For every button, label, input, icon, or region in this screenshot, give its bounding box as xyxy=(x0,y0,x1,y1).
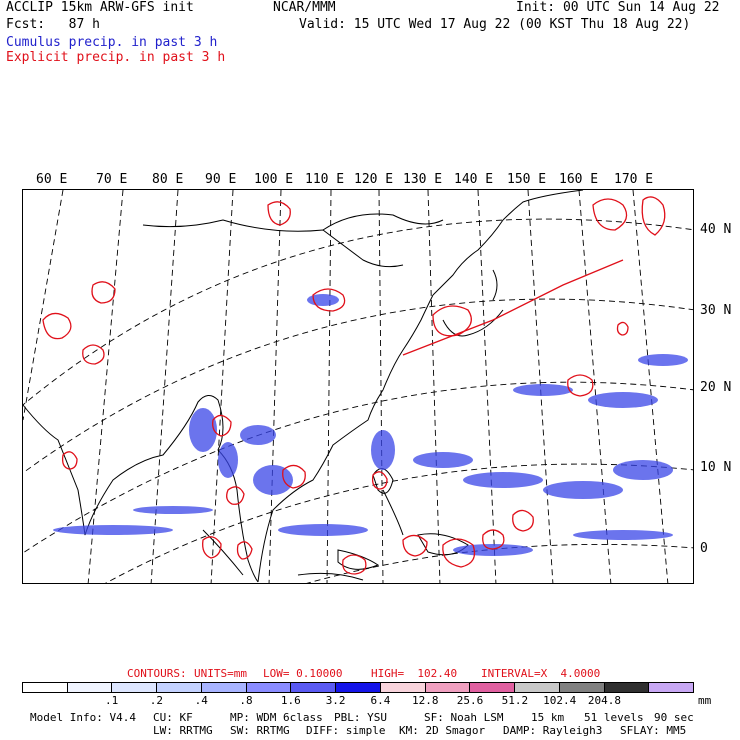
colorbar-tick-label: 3.2 xyxy=(325,694,346,707)
lon-label: 70 E xyxy=(96,172,128,187)
footer-damp: DAMP: Rayleigh3 xyxy=(503,724,603,737)
cumulus-precip xyxy=(53,294,688,556)
footer-lw: LW: RRTMG xyxy=(153,724,213,737)
colorbar-tick-label: .8 xyxy=(239,694,253,707)
lat-label: 10 N xyxy=(700,460,732,475)
footer-pbl: PBL: YSU xyxy=(334,711,387,724)
lat-label: 20 N xyxy=(700,380,732,395)
lat-label: 30 N xyxy=(700,303,732,318)
colorbar-swatch xyxy=(515,683,560,692)
colorbar-tick-label: 1.6 xyxy=(280,694,301,707)
units-label: UNITS=mm xyxy=(194,667,247,680)
footer-mp: MP: WDM 6class xyxy=(230,711,323,724)
colorbar-tick-label: 25.6 xyxy=(456,694,484,707)
init-time: Init: 00 UTC Sun 14 Aug 22 xyxy=(516,0,720,15)
lon-label: 120 E xyxy=(354,172,394,187)
colorbar-swatch xyxy=(67,683,113,692)
legend-explicit: Explicit precip. in past 3 h xyxy=(6,50,226,65)
lon-label: 100 E xyxy=(254,172,294,187)
lon-label: 150 E xyxy=(507,172,547,187)
lon-label: 80 E xyxy=(152,172,184,187)
footer-cu: CU: KF xyxy=(153,711,193,724)
coastlines xyxy=(23,190,584,583)
lat-label: 40 N xyxy=(700,222,732,237)
lat-label: 0 xyxy=(700,541,708,556)
lon-label: 60 E xyxy=(36,172,68,187)
low-label: LOW= 0.10000 xyxy=(263,667,343,680)
colorbar-swatch xyxy=(604,683,650,692)
footer-resolution: 15 km xyxy=(531,711,565,724)
precip-map xyxy=(22,189,694,584)
colorbar-swatch xyxy=(425,683,471,692)
colorbar-swatch xyxy=(380,683,426,692)
colorbar-tick-label: .1 xyxy=(105,694,119,707)
footer-sf: SF: Noah LSM xyxy=(424,711,504,724)
lon-label: 140 E xyxy=(454,172,494,187)
colorbar-tick-label: .2 xyxy=(149,694,164,707)
high-label: HIGH= 102.40 xyxy=(371,667,458,680)
colorbar xyxy=(22,682,694,693)
colorbar-swatch xyxy=(559,683,605,692)
footer-model-info: Model Info: V4.4 xyxy=(30,711,136,724)
footer-sflay: SFLAY: MM5 xyxy=(620,724,687,737)
colorbar-tick-label: 6.4 xyxy=(370,694,391,707)
colorbar-swatch xyxy=(336,683,381,692)
valid-time: Valid: 15 UTC Wed 17 Aug 22 (00 KST Thu … xyxy=(299,17,691,32)
colorbar-swatch xyxy=(291,683,337,692)
plot-title: ACCLIP 15km ARW-GFS init xyxy=(6,0,194,15)
footer-timestep: 90 sec xyxy=(654,711,694,724)
footer-diff: DIFF: simple xyxy=(306,724,386,737)
legend-cumulus: Cumulus precip. in past 3 h xyxy=(6,35,218,50)
explicit-precip xyxy=(42,196,666,575)
footer-levels: 51 levels xyxy=(584,711,644,724)
lon-label: 110 E xyxy=(305,172,345,187)
lon-label: 90 E xyxy=(205,172,237,187)
graticule xyxy=(23,190,693,583)
colorbar-tick-label: 204.8 xyxy=(587,694,622,707)
colorbar-tick-label: 51.2 xyxy=(501,694,529,707)
colorbar-tick-label: .4 xyxy=(194,694,208,707)
colorbar-tick-label: 12.8 xyxy=(412,694,439,707)
colorbar-swatch xyxy=(470,683,516,692)
colorbar-tick-label: 102.4 xyxy=(543,694,577,707)
colorbar-swatch xyxy=(649,683,694,692)
footer-km: KM: 2D Smagor xyxy=(399,724,486,737)
lon-label: 130 E xyxy=(403,172,443,187)
lon-label: 160 E xyxy=(559,172,599,187)
forecast-hour: Fcst: 87 h xyxy=(6,17,100,32)
colorbar-swatch xyxy=(246,683,292,692)
contours-label: CONTOURS: xyxy=(127,667,187,680)
colorbar-swatch xyxy=(23,683,68,692)
interval-label: INTERVAL=X 4.0000 xyxy=(481,667,601,680)
colorbar-swatch xyxy=(201,683,247,692)
institution-label: NCAR/MMM xyxy=(273,0,336,15)
map-canvas xyxy=(23,190,693,583)
colorbar-swatch xyxy=(112,683,158,692)
colorbar-swatch xyxy=(157,683,202,692)
colorbar-unit: mm xyxy=(698,694,712,707)
footer-sw: SW: RRTMG xyxy=(230,724,290,737)
lon-label: 170 E xyxy=(614,172,654,187)
